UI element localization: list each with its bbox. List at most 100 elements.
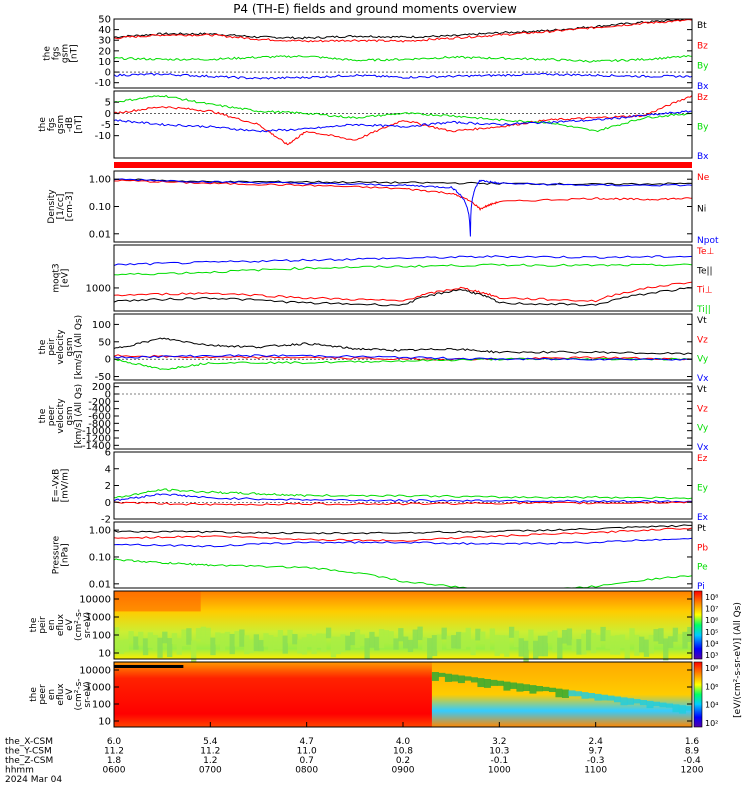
spectrogram-cell <box>118 640 125 654</box>
spectrogram-cell <box>239 629 245 647</box>
spectrogram-cell <box>595 634 601 648</box>
colorbar-tick-label: 10³ <box>705 651 718 660</box>
spectrogram-cell <box>610 635 616 655</box>
spectrogram-cell <box>166 638 173 657</box>
y-axis-label: Density [1/cc] [cm-3] <box>47 189 75 224</box>
y-tick-label: -800 <box>88 419 111 430</box>
spectrogram-cell <box>663 638 669 661</box>
y-tick-label: 100 <box>92 631 111 642</box>
y-axis-label: the peir velocity gsm [km/s] (All Qs) <box>38 315 84 379</box>
legend-Vt: Vt <box>697 385 707 395</box>
spectrogram-cell <box>484 639 491 651</box>
series-p2-0 <box>113 95 693 146</box>
spectrogram-cell <box>133 636 139 650</box>
y-label-line: eV <box>65 618 75 631</box>
spectrogram-cell <box>431 635 438 657</box>
y-label-line: [nT] <box>74 115 84 133</box>
series-p5-1 <box>113 354 693 361</box>
y-label-line: [cm-3] <box>65 192 75 222</box>
spectrogram-cell <box>667 636 674 648</box>
spectrogram-cell <box>678 705 686 714</box>
y-label-line: the <box>38 408 48 423</box>
y-tick-label: -10 <box>95 78 111 89</box>
y-tick-label: 1.00 <box>89 526 111 537</box>
spectrogram-cell <box>210 637 216 656</box>
legend-Vy: Vy <box>697 355 709 365</box>
series-p1-3 <box>113 72 693 80</box>
y-axis-label: the fgs gsm -dB [nT] <box>38 115 84 134</box>
spectrogram-cell <box>200 626 207 643</box>
y-tick-label: 10000 <box>79 595 111 606</box>
spectrogram-cell <box>547 631 553 644</box>
legend-Pb: Pb <box>697 543 708 553</box>
series-p1-0 <box>113 18 693 40</box>
spectrogram-cell <box>529 685 537 694</box>
spectrogram-cell <box>557 637 563 659</box>
y-tick-label: 50 <box>98 15 111 26</box>
y-label-line: sr-eV) <box>83 681 93 707</box>
spectrogram-cell <box>451 635 457 649</box>
spectrogram-cell <box>548 687 556 693</box>
series-p5-3 <box>113 354 693 361</box>
spectrogram-cell <box>378 629 385 649</box>
ephem-value: 4.7 <box>300 737 314 747</box>
spectrogram-cell <box>114 662 432 727</box>
series-p8-0 <box>113 524 692 535</box>
panel-p5: 100 50 0 -50 the peir velocity gsm [km/s] (All Q… <box>38 313 709 384</box>
spectrogram-cell <box>522 684 530 691</box>
legend-Ey: Ey <box>697 484 709 494</box>
panel-p8: 1.00 0.10 0.01 Pressure [nPa] Pt Pb Pe Pi <box>52 521 708 592</box>
spectrogram-cell <box>605 630 611 649</box>
spectrogram-cell <box>215 632 221 645</box>
legend-Pi: Pi <box>697 582 705 592</box>
spectrogram-cell <box>619 634 626 649</box>
y-label-line: -dB <box>65 117 75 132</box>
spectrogram-cell <box>422 637 428 651</box>
y-label-line: [mV/m] <box>61 469 71 503</box>
spectrogram-cell <box>624 640 630 659</box>
y-tick-label: 0.01 <box>89 229 111 240</box>
colorbar-tick-label: 10² <box>705 719 718 728</box>
y-axis-label: Pressure [nPa] <box>52 535 71 574</box>
legend-Te||: Te|| <box>696 266 713 276</box>
y-tick-label: 5 <box>105 98 111 109</box>
y-tick-label: 100 <box>92 320 111 331</box>
y-label-line: eflux <box>56 613 66 636</box>
spectrogram-cell <box>205 627 211 645</box>
ephem-value: 5.4 <box>203 737 218 747</box>
spectrogram-cell <box>114 591 201 612</box>
ephem-value: 8.9 <box>685 747 700 757</box>
legend-Bz: Bz <box>697 41 708 51</box>
data-gap-bar <box>114 162 692 168</box>
spectrogram-cell <box>528 629 534 650</box>
ephem-value: 3.2 <box>492 737 506 747</box>
panel-frame <box>113 382 693 450</box>
y-label-line: [km/s] (All Qs) <box>74 315 84 379</box>
legend-Te⊥: Te⊥ <box>696 247 715 257</box>
ephem-value: 0800 <box>295 766 318 776</box>
spectrogram-cell <box>594 693 602 701</box>
y-label-line: peir <box>38 616 48 634</box>
spectrogram-cell <box>234 631 240 647</box>
y-tick-label: 20 <box>98 46 111 57</box>
colorbar-unit-text: [eV/(cm²-s-sr-eV)] (All Qs) <box>733 602 743 718</box>
spectrogram-cell <box>369 631 375 648</box>
legend-Ez: Ez <box>697 454 708 464</box>
panel-p2: 50-5-10 the fgs gsm -dB [nT] Bz By Bx <box>38 90 709 162</box>
ephem-value: 1000 <box>488 766 511 776</box>
legend-Vx: Vx <box>697 374 709 384</box>
ephem-value: 2.4 <box>589 737 604 747</box>
spectrogram-cell <box>427 638 433 660</box>
spectrogram-cell <box>685 706 693 711</box>
series-p7-0 <box>113 488 693 500</box>
spectrogram-cell <box>489 628 496 641</box>
y-tick-label: 50 <box>98 337 111 348</box>
spectrogram-cell <box>287 629 293 644</box>
series-p3-2 <box>113 178 693 237</box>
spectrogram-cell <box>345 635 351 651</box>
spectrogram-cell <box>171 633 178 645</box>
y-label-line: fgs <box>52 46 62 60</box>
spectrogram-cell <box>682 631 688 649</box>
